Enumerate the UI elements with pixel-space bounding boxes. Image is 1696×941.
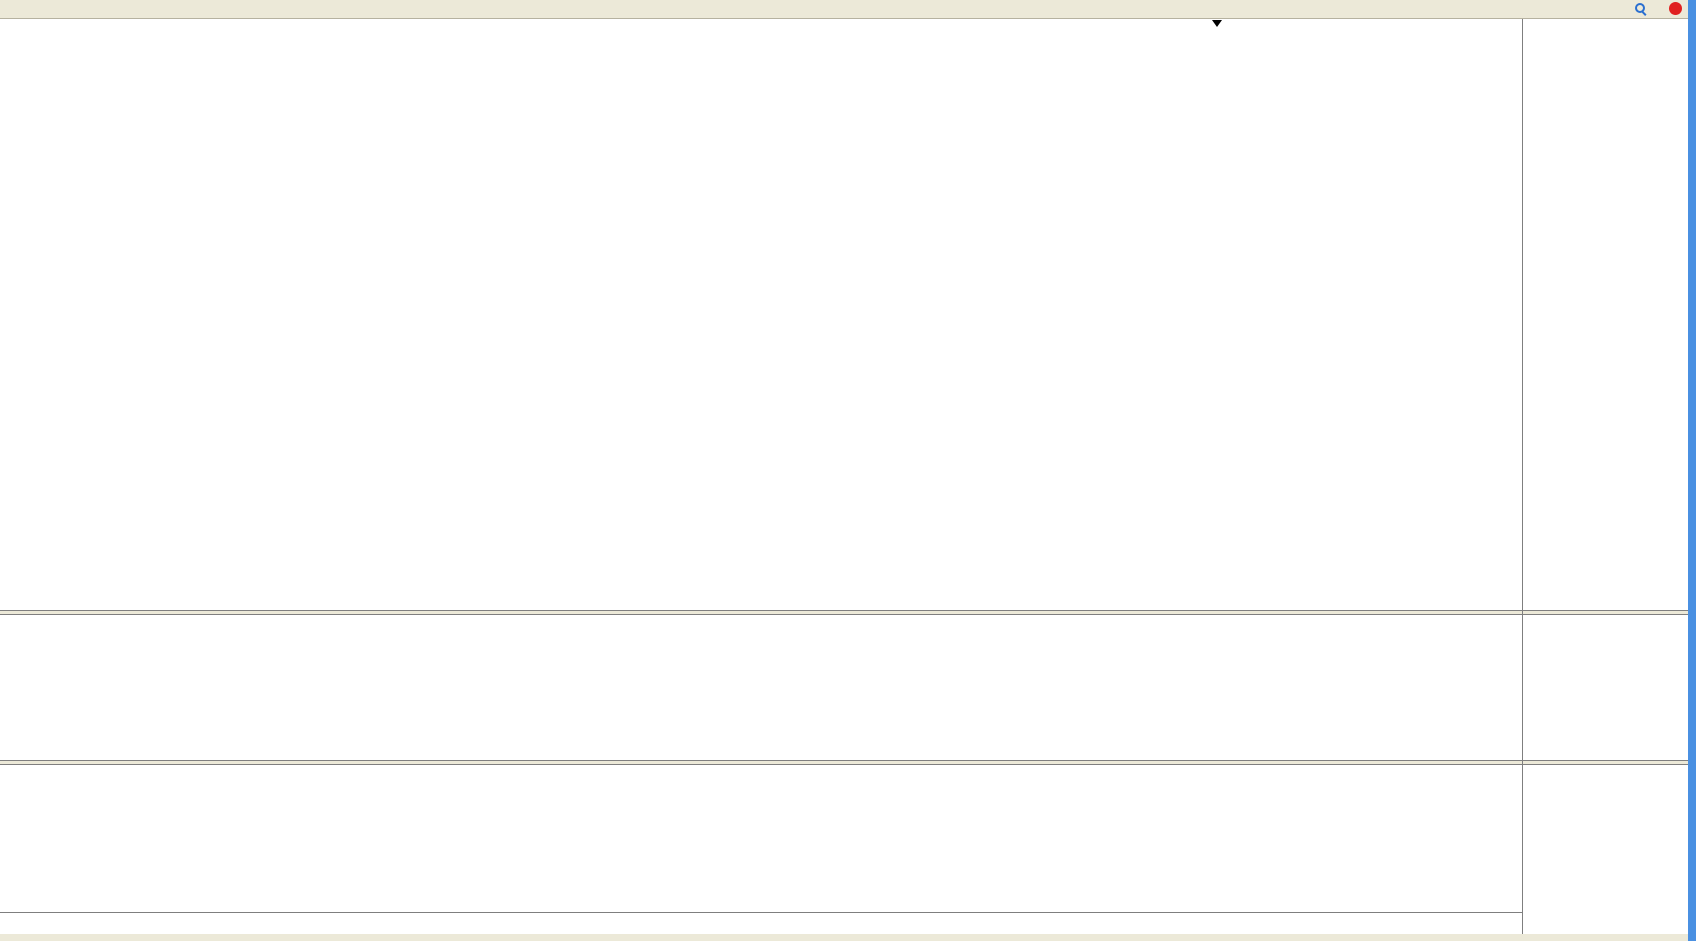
rsi-axis[interactable] xyxy=(1524,765,1687,912)
macd-panel-canvas[interactable] xyxy=(0,615,1522,760)
toolbar xyxy=(0,0,1696,19)
macd-axis[interactable] xyxy=(1524,615,1687,760)
bottom-filler xyxy=(0,934,1688,941)
search-icon[interactable] xyxy=(1634,2,1647,15)
toolbar-groups xyxy=(0,0,2,18)
toolbar-right xyxy=(1634,2,1682,15)
time-axis[interactable] xyxy=(0,912,1522,935)
price-chart-canvas[interactable] xyxy=(0,18,1522,610)
panel-splitter-macd[interactable] xyxy=(0,610,1688,615)
price-scale-separator xyxy=(1522,18,1523,934)
notification-badge[interactable] xyxy=(1669,2,1682,15)
chart-shift-marker[interactable] xyxy=(1212,20,1222,27)
price-axis[interactable] xyxy=(1524,18,1687,610)
rsi-panel-canvas[interactable] xyxy=(0,765,1522,912)
window-edge-strip xyxy=(1688,0,1696,941)
panel-splitter-rsi[interactable] xyxy=(0,760,1688,765)
